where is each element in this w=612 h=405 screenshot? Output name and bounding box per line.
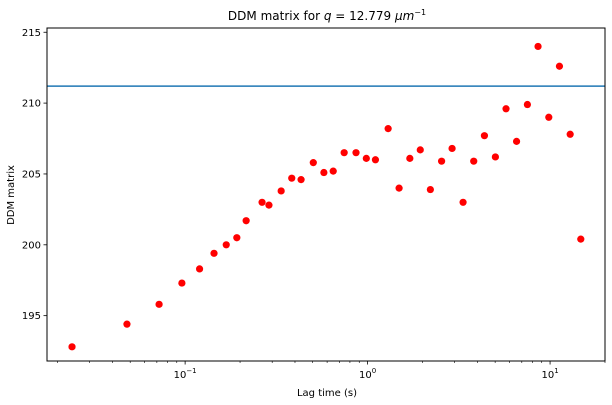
x-axis-label: Lag time (s) bbox=[297, 388, 357, 399]
data-point bbox=[288, 174, 296, 182]
data-point bbox=[242, 217, 250, 225]
data-point bbox=[406, 154, 414, 162]
chart-title-prefix: DDM matrix for bbox=[228, 9, 324, 23]
data-point bbox=[68, 343, 76, 351]
data-point bbox=[123, 320, 131, 328]
data-point bbox=[459, 198, 467, 206]
data-point bbox=[448, 144, 456, 153]
data-point bbox=[470, 157, 478, 165]
data-point bbox=[371, 156, 380, 164]
data-point bbox=[577, 235, 585, 243]
x-tick-label: 100 bbox=[359, 367, 376, 381]
data-point bbox=[210, 249, 218, 257]
data-point bbox=[265, 201, 273, 209]
data-point bbox=[545, 113, 553, 121]
data-point bbox=[329, 167, 337, 175]
data-point bbox=[534, 42, 542, 51]
data-point bbox=[340, 149, 348, 157]
data-point bbox=[155, 300, 163, 308]
data-point bbox=[437, 157, 446, 165]
data-point bbox=[297, 176, 305, 184]
data-point bbox=[502, 105, 510, 113]
chart-title: DDM matrix for q = 12.779 μm−1 bbox=[228, 8, 426, 23]
y-tick-label: 215 bbox=[22, 28, 41, 39]
data-point bbox=[233, 234, 241, 242]
chart-title-middle: = 12.779 bbox=[331, 9, 395, 23]
data-point bbox=[222, 241, 230, 249]
data-point bbox=[555, 62, 564, 70]
data-point bbox=[352, 149, 360, 157]
plot-frame bbox=[46, 27, 606, 362]
data-point bbox=[523, 100, 531, 109]
data-point bbox=[384, 125, 392, 133]
data-point bbox=[426, 185, 434, 194]
axes: 195 200 205 210 215 10−1 100 101 bbox=[22, 28, 606, 381]
plot-area bbox=[47, 42, 605, 351]
chart-title-q: q bbox=[324, 9, 332, 23]
data-point bbox=[512, 137, 521, 145]
data-point bbox=[320, 168, 328, 177]
data-point bbox=[416, 146, 424, 154]
data-point bbox=[566, 130, 574, 138]
y-tick-label: 200 bbox=[22, 240, 41, 251]
data-point bbox=[362, 154, 370, 162]
y-axis-label: DDM matrix bbox=[6, 165, 17, 225]
data-point bbox=[195, 265, 204, 273]
data-point bbox=[258, 198, 266, 206]
data-point bbox=[480, 132, 489, 140]
data-point bbox=[395, 184, 403, 192]
data-point bbox=[277, 187, 285, 195]
chart-title-unit: μm bbox=[394, 9, 414, 23]
data-point bbox=[491, 153, 499, 161]
data-point bbox=[309, 159, 317, 167]
y-tick-label: 195 bbox=[22, 311, 41, 322]
x-tick-label: 10−1 bbox=[174, 367, 197, 381]
x-tick-label: 101 bbox=[541, 367, 558, 381]
data-point bbox=[178, 279, 186, 287]
chart-title-exponent: −1 bbox=[414, 8, 426, 17]
y-tick-label: 205 bbox=[22, 169, 41, 180]
y-tick-label: 210 bbox=[22, 99, 41, 110]
